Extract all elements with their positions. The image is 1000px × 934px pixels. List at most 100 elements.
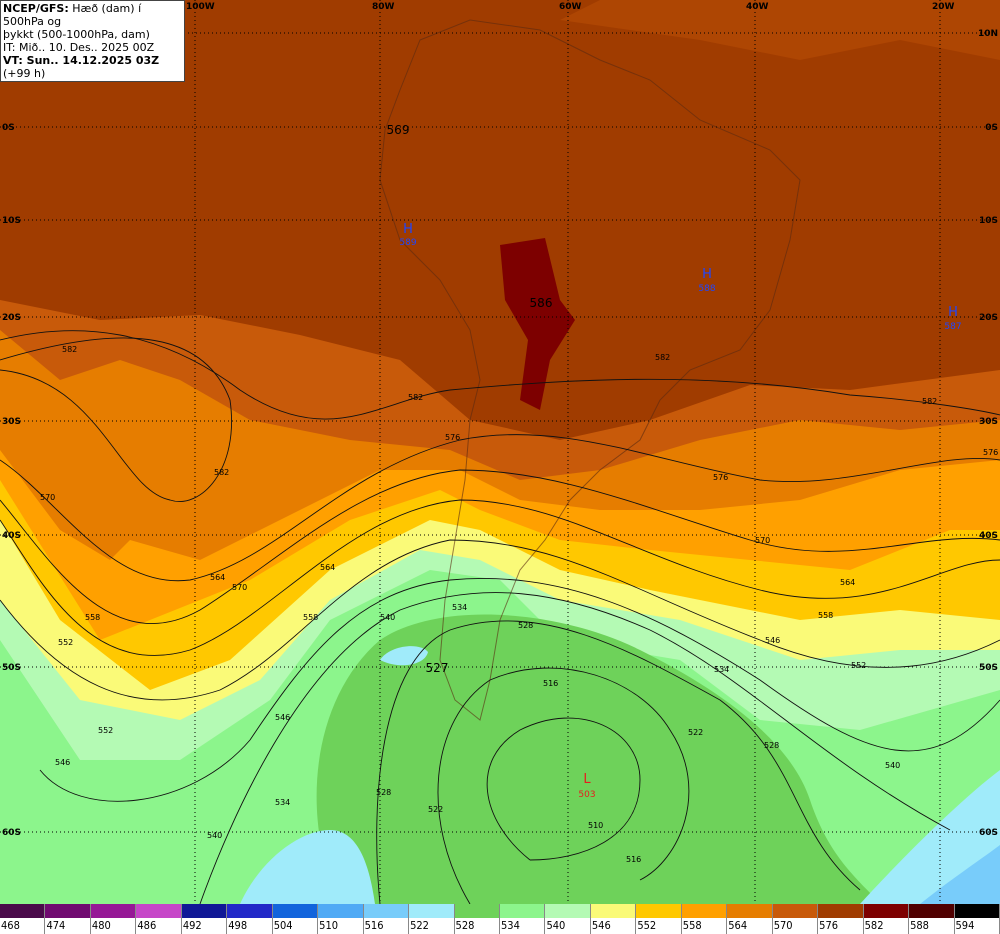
colorbar-cell: 588 <box>909 904 955 934</box>
colorbar-swatch <box>454 904 499 918</box>
colorbar-cell: 468 <box>0 904 46 934</box>
lon-label: 60W <box>559 2 582 12</box>
contour-label: 546 <box>765 636 780 645</box>
height-label: 569 <box>387 123 410 137</box>
model-name: NCEP/GFS: <box>3 2 69 15</box>
low-center-marker: L <box>583 772 591 787</box>
lat-lon-grid <box>0 0 1000 904</box>
colorbar-swatch <box>363 904 409 918</box>
high-center-marker: H <box>702 267 712 282</box>
height-contours <box>0 330 1000 904</box>
contour-label: 534 <box>714 665 729 674</box>
colorbar-cell: 486 <box>136 904 182 934</box>
colorbar-cell: 570 <box>772 904 819 934</box>
lat-label: 10N <box>978 29 998 39</box>
contour-label: 528 <box>518 621 533 630</box>
height-contour-line <box>39 578 1000 802</box>
colorbar-label: 576 <box>819 919 839 932</box>
contour-label: 576 <box>983 448 998 457</box>
colorbar-label: 594 <box>955 919 975 932</box>
colorbar-label: 480 <box>91 919 111 932</box>
contour-label: 516 <box>543 679 558 688</box>
contour-label: 552 <box>98 726 113 735</box>
colorbar-swatch <box>90 904 136 918</box>
contour-label: 546 <box>55 758 70 767</box>
colorbar-label: 552 <box>637 919 657 932</box>
high-center-marker: H <box>403 222 413 237</box>
colorbar-swatch <box>636 904 681 918</box>
colorbar-cell: 498 <box>227 904 273 934</box>
map-info-box: NCEP/GFS: Hæð (dam) í 500hPa og þykkt (5… <box>0 0 185 82</box>
lon-label: 100W <box>186 2 215 12</box>
height-label: 527 <box>426 661 449 675</box>
contour-label: 540 <box>380 613 395 622</box>
colorbar-swatch <box>590 904 636 918</box>
contour-label: 582 <box>655 353 670 362</box>
thickness-fill-layers <box>0 0 1000 904</box>
map-subtitle: þykkt (500-1000hPa, dam) <box>3 28 150 41</box>
contour-label: 534 <box>275 798 290 807</box>
height-contour-line <box>0 337 232 502</box>
colorbar-cell: 546 <box>590 904 637 934</box>
lat-label: 10S <box>2 216 21 226</box>
colorbar-cell: 540 <box>545 904 591 934</box>
colorbar-label: 540 <box>546 919 566 932</box>
lat-label: 60S <box>2 828 21 838</box>
colorbar-label: 504 <box>273 919 293 932</box>
colorbar-label: 558 <box>682 919 702 932</box>
pressure-centers: H 589 H 588 H 587 L 503 <box>399 222 961 800</box>
height-contour-line <box>0 499 1000 656</box>
colorbar-swatch <box>545 904 590 918</box>
colorbar-label: 570 <box>773 919 793 932</box>
colorbar-swatch <box>909 904 954 918</box>
colorbar-swatch <box>136 904 181 918</box>
colorbar-swatch <box>318 904 363 918</box>
colorbar-label: 528 <box>455 919 475 932</box>
colorbar-cell: 576 <box>818 904 864 934</box>
height-contour-line <box>199 592 951 904</box>
high-center-value: 588 <box>698 284 715 294</box>
contour-label: 546 <box>275 713 290 722</box>
contour-label: 558 <box>818 611 833 620</box>
colorbar-swatch <box>0 904 45 918</box>
contour-label: 558 <box>85 613 100 622</box>
contour-label: 576 <box>445 433 460 442</box>
colorbar-cell: 534 <box>499 904 546 934</box>
lat-label: 30S <box>979 417 998 427</box>
height-contour-line <box>376 620 861 904</box>
lat-label: 20S <box>979 313 998 323</box>
lat-label: 20S <box>2 313 21 323</box>
colorbar-swatch <box>45 904 90 918</box>
fill-522 <box>240 830 375 904</box>
contour-label: 510 <box>588 821 603 830</box>
landmass-outline <box>379 19 801 721</box>
high-center-value: 587 <box>944 322 961 332</box>
fill-516 <box>920 845 1000 904</box>
height-contour-line <box>0 434 1000 582</box>
lat-label: 10S <box>979 216 998 226</box>
lat-label: 50S <box>979 663 998 673</box>
contour-label: 582 <box>214 468 229 477</box>
contour-label: 570 <box>755 536 770 545</box>
colorbar-cell: 492 <box>181 904 228 934</box>
lon-label: 20W <box>932 2 955 12</box>
colorbar-label: 522 <box>410 919 429 932</box>
contour-label: 564 <box>210 573 225 582</box>
colorbar-cell: 564 <box>727 904 773 934</box>
colorbar-swatch <box>681 904 727 918</box>
colorbar-label: 588 <box>910 919 929 932</box>
low-center-value: 503 <box>578 790 595 800</box>
contour-label: 564 <box>320 563 335 572</box>
contour-label: 528 <box>376 788 391 797</box>
lat-label: 50S <box>2 663 21 673</box>
colorbar-swatch <box>227 904 272 918</box>
colorbar-label: 468 <box>1 919 20 932</box>
colorbar-label: 564 <box>728 919 748 932</box>
colorbar-swatch <box>272 904 318 918</box>
colorbar-cell: 474 <box>45 904 91 934</box>
colorbar-swatch <box>727 904 772 918</box>
colorbar-cell: 510 <box>318 904 364 934</box>
contour-label: 534 <box>452 603 467 612</box>
contour-label: 582 <box>62 345 77 354</box>
